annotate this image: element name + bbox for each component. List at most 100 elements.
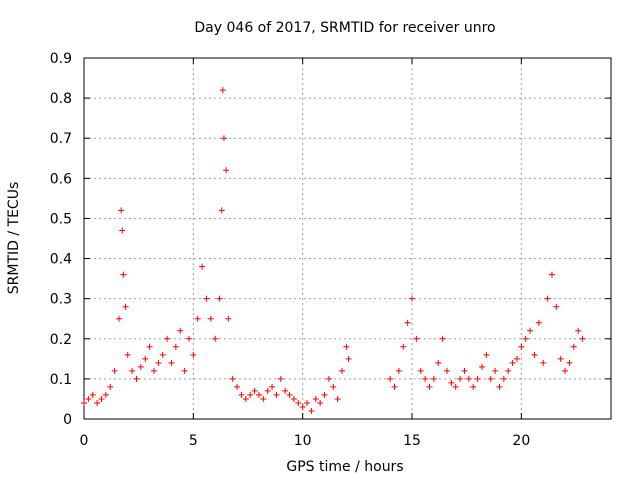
data-point bbox=[102, 391, 109, 398]
data-point bbox=[500, 375, 507, 382]
data-point bbox=[150, 367, 157, 374]
data-point bbox=[439, 335, 446, 342]
data-point bbox=[474, 375, 481, 382]
data-point bbox=[540, 359, 547, 366]
data-point bbox=[129, 367, 136, 374]
data-point bbox=[522, 335, 529, 342]
x-tick-label: 5 bbox=[189, 433, 198, 449]
data-point bbox=[299, 403, 306, 410]
data-point bbox=[260, 395, 267, 402]
data-point bbox=[137, 363, 144, 370]
data-point bbox=[422, 375, 429, 382]
data-point bbox=[223, 167, 230, 174]
data-point bbox=[133, 375, 140, 382]
data-point bbox=[470, 383, 477, 390]
plot-frame bbox=[83, 57, 612, 420]
data-point bbox=[286, 391, 293, 398]
data-point bbox=[177, 327, 184, 334]
data-point bbox=[461, 367, 468, 374]
y-tick-label: 0.6 bbox=[50, 171, 72, 187]
data-point bbox=[312, 395, 319, 402]
data-point bbox=[509, 359, 516, 366]
data-point bbox=[513, 355, 520, 362]
data-point bbox=[229, 375, 236, 382]
data-point bbox=[120, 271, 127, 278]
data-point bbox=[400, 343, 407, 350]
data-point bbox=[277, 375, 284, 382]
data-point bbox=[119, 227, 126, 234]
data-point bbox=[343, 343, 350, 350]
data-point bbox=[570, 343, 577, 350]
data-point bbox=[417, 367, 424, 374]
data-point bbox=[269, 383, 276, 390]
data-point bbox=[548, 271, 555, 278]
chart-title: Day 046 of 2017, SRMTID for receiver unr… bbox=[194, 20, 495, 36]
data-point bbox=[89, 391, 96, 398]
data-point bbox=[518, 343, 525, 350]
data-point bbox=[465, 375, 472, 382]
data-point bbox=[330, 383, 337, 390]
data-point bbox=[238, 391, 245, 398]
y-tick-label: 0.4 bbox=[50, 252, 72, 268]
data-point bbox=[220, 135, 227, 142]
data-point bbox=[562, 367, 569, 374]
data-point bbox=[553, 303, 560, 310]
y-tick-label: 0.5 bbox=[50, 211, 72, 227]
data-point bbox=[430, 375, 437, 382]
y-tick-label: 0.2 bbox=[50, 332, 72, 348]
data-point bbox=[172, 343, 179, 350]
data-point bbox=[190, 351, 197, 358]
data-point bbox=[492, 367, 499, 374]
data-point bbox=[247, 391, 254, 398]
data-point bbox=[85, 395, 92, 402]
data-points bbox=[81, 87, 586, 414]
data-point bbox=[264, 387, 271, 394]
y-tick-label: 0.9 bbox=[50, 51, 72, 67]
data-point bbox=[225, 315, 232, 322]
data-point bbox=[448, 379, 455, 386]
data-point bbox=[219, 87, 226, 94]
data-point bbox=[273, 391, 280, 398]
data-point bbox=[426, 383, 433, 390]
data-point bbox=[124, 351, 131, 358]
data-point bbox=[164, 335, 171, 342]
data-point bbox=[168, 359, 175, 366]
data-point bbox=[94, 399, 101, 406]
data-point bbox=[295, 399, 302, 406]
x-tick-label: 20 bbox=[512, 433, 530, 449]
data-point bbox=[212, 335, 219, 342]
data-point bbox=[203, 295, 210, 302]
data-point bbox=[334, 395, 341, 402]
data-point bbox=[317, 399, 324, 406]
data-point bbox=[487, 375, 494, 382]
data-point bbox=[181, 367, 188, 374]
data-point bbox=[142, 355, 149, 362]
data-point bbox=[199, 263, 206, 270]
data-point bbox=[282, 387, 289, 394]
data-point bbox=[207, 315, 214, 322]
data-point bbox=[218, 207, 225, 214]
data-point bbox=[159, 351, 166, 358]
data-point bbox=[98, 395, 105, 402]
data-point bbox=[413, 335, 420, 342]
data-point bbox=[535, 319, 542, 326]
x-axis-label: GPS time / hours bbox=[286, 459, 403, 475]
axis-ticks: 0 0.1 0.2 0.3 0.4 0.5 0.6 0.7 0.8 0.9 0 5 10 15 20 bbox=[50, 51, 611, 449]
data-point bbox=[321, 391, 328, 398]
data-point bbox=[146, 343, 153, 350]
data-point bbox=[216, 295, 223, 302]
data-point bbox=[242, 395, 249, 402]
data-point bbox=[404, 319, 411, 326]
data-point bbox=[107, 383, 114, 390]
data-point bbox=[391, 383, 398, 390]
data-point bbox=[290, 395, 297, 402]
data-point bbox=[452, 383, 459, 390]
data-point bbox=[185, 335, 192, 342]
data-point bbox=[255, 391, 262, 398]
data-point bbox=[81, 399, 87, 406]
x-tick-label: 15 bbox=[403, 433, 421, 449]
data-point bbox=[304, 399, 311, 406]
y-tick-label: 0.7 bbox=[50, 131, 72, 147]
data-point bbox=[531, 351, 538, 358]
